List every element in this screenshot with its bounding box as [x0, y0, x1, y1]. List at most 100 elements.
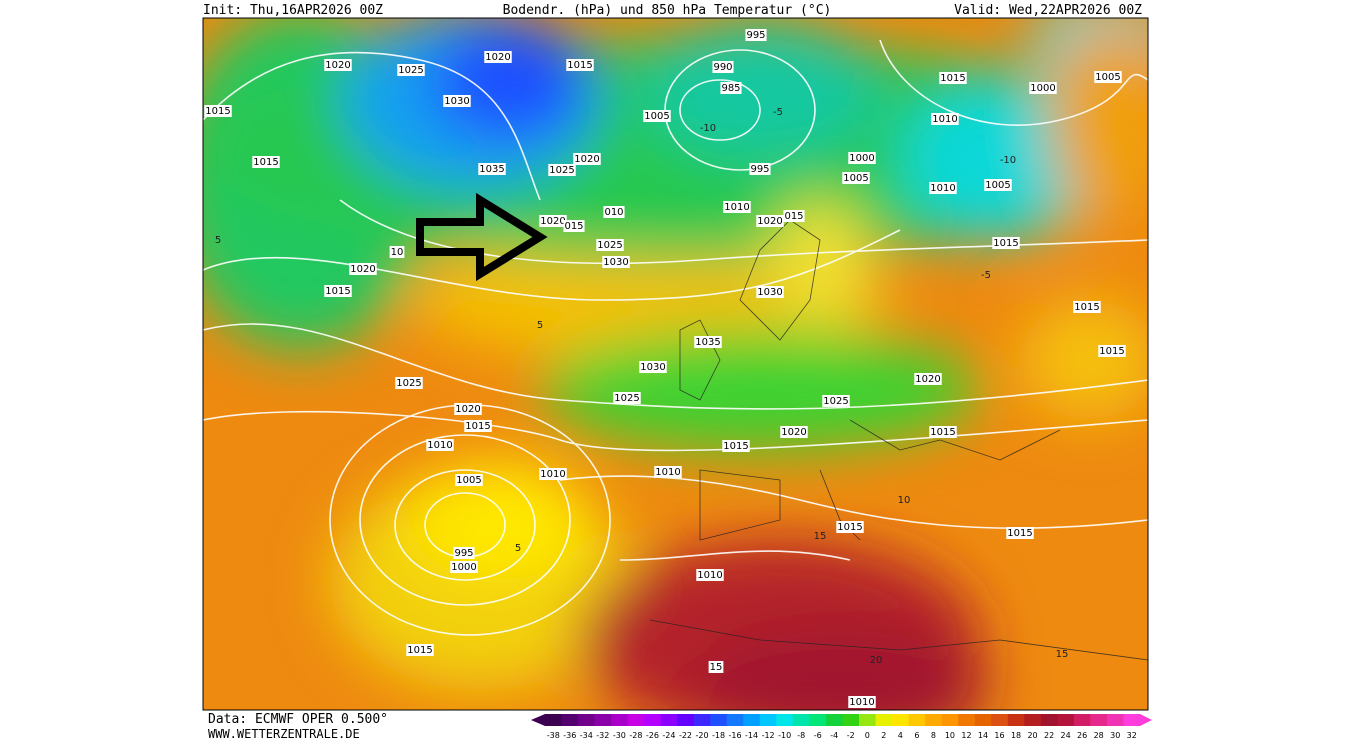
colorbar-swatch: [1007, 714, 1025, 726]
colorbar-swatch: [660, 714, 678, 726]
colorbar-tick-label: 14: [978, 731, 988, 740]
isobar-label-box: [426, 439, 454, 451]
isobar-label: 1005: [644, 111, 669, 122]
isobar-label-box: [539, 468, 567, 480]
isobar-label-box: [722, 440, 750, 452]
isobar-label-box: [836, 521, 864, 533]
isobar-label-box: [484, 51, 512, 63]
isobar-label-box: [848, 152, 876, 164]
isobar-label: 1000: [1030, 83, 1055, 94]
colorbar-swatch: [693, 714, 711, 726]
colorbar-tick-label: 0: [865, 731, 870, 740]
isobar-label: 990: [713, 62, 732, 73]
isobar-label-box: [397, 64, 425, 76]
isobar-label: 1005: [985, 180, 1010, 191]
colorbar-tick-label: 12: [961, 731, 971, 740]
isobar-label: 1020: [325, 60, 350, 71]
colorbar-swatch: [958, 714, 976, 726]
isobar-label-box: [929, 426, 957, 438]
colorbar-swatch: [859, 714, 877, 726]
isobar-label: 1010: [655, 467, 680, 478]
isobar-label-box: [450, 561, 478, 573]
isobar-label: 1005: [456, 475, 481, 486]
isobar-label: 1035: [479, 164, 504, 175]
isobar-label: 1010: [930, 183, 955, 194]
isobar-label-box: [984, 179, 1012, 191]
temperature-label: 5: [215, 235, 221, 246]
isobar-label-box: [842, 172, 870, 184]
colorbar-tick-label: -16: [729, 731, 742, 740]
isobar-label: 10: [391, 247, 404, 258]
isobar-label-box: [783, 210, 805, 222]
isobar-label-box: [914, 373, 942, 385]
isobar-label-box: [464, 420, 492, 432]
isobar-label-box: [756, 215, 784, 227]
colorbar-tick-label: -8: [797, 731, 805, 740]
colorbar-right-arrow: [1140, 714, 1152, 726]
isobar-label-box: [455, 474, 483, 486]
isobar-label: 1005: [843, 173, 868, 184]
isobar-label: 995: [746, 30, 765, 41]
isobar-label: 015: [784, 211, 803, 222]
data-source: Data: ECMWF OPER 0.500°: [208, 712, 388, 727]
isobar-label: 1025: [614, 393, 639, 404]
isobar-label: 1025: [396, 378, 421, 389]
colorbar-swatch: [1123, 714, 1141, 726]
colorbar-tick-label: -20: [695, 731, 708, 740]
colorbar-swatch: [594, 714, 612, 726]
isobar-label-box: [848, 696, 876, 708]
isobar-label: 1010: [724, 202, 749, 213]
isobar-label: 1015: [940, 73, 965, 84]
temperature-label: -10: [700, 123, 716, 134]
colorbar-swatch: [842, 714, 860, 726]
isobar-label: 1020: [540, 216, 565, 227]
colorbar-swatch: [611, 714, 629, 726]
isobar-label: 1015: [1074, 302, 1099, 313]
temperature-label: 20: [870, 655, 883, 666]
isobar-label-box: [602, 256, 630, 268]
colorbar-tick-label: -30: [613, 731, 626, 740]
isobar-label-box: [548, 164, 576, 176]
isobar-label: 1015: [205, 106, 230, 117]
colorbar-swatch: [627, 714, 645, 726]
isobar-label: 1035: [695, 337, 720, 348]
isobar-label-box: [596, 239, 624, 251]
colorbar-left-arrow: [531, 714, 545, 726]
colorbar-tick-label: -28: [629, 731, 642, 740]
website: WWW.WETTERZENTRALE.DE: [208, 727, 360, 741]
temperature-label: 5: [515, 543, 521, 554]
isobar-label: 1025: [549, 165, 574, 176]
colorbar-swatch: [743, 714, 761, 726]
highlight-arrow: [416, 192, 548, 282]
isobar-label: 1020: [350, 264, 375, 275]
isobar-label: 1015: [930, 427, 955, 438]
temperature-label: -5: [773, 107, 783, 118]
isobar-label: 1020: [915, 374, 940, 385]
isobar-label: 1020: [757, 216, 782, 227]
isobar-label: 985: [721, 83, 740, 94]
colorbar-swatch: [925, 714, 943, 726]
isobar-label: 015: [564, 221, 583, 232]
isobar-label: 1005: [1095, 72, 1120, 83]
colorbar-tick-label: 24: [1061, 731, 1071, 740]
colorbar-swatch: [726, 714, 744, 726]
isobar-label: 1015: [325, 286, 350, 297]
temperature-label: -5: [981, 270, 991, 281]
colorbar-swatch: [644, 714, 662, 726]
colorbar-tick-label: 10: [945, 731, 955, 740]
isobar-label: 1015: [723, 441, 748, 452]
isobar-label-box: [252, 156, 280, 168]
isobar-label: 995: [750, 164, 769, 175]
isobar-label: 1010: [427, 440, 452, 451]
isobar-label: 1025: [823, 396, 848, 407]
isobar-label-box: [454, 403, 482, 415]
colorbar-tick-label: -36: [563, 731, 576, 740]
isobar-label-box: [780, 426, 808, 438]
isobar-label: 1015: [1099, 346, 1124, 357]
colorbar-swatch: [974, 714, 992, 726]
isobar-label-box: [712, 61, 734, 73]
isobar-label: 1015: [407, 645, 432, 656]
isobar-label: 995: [454, 548, 473, 559]
colorbar-swatch: [892, 714, 910, 726]
